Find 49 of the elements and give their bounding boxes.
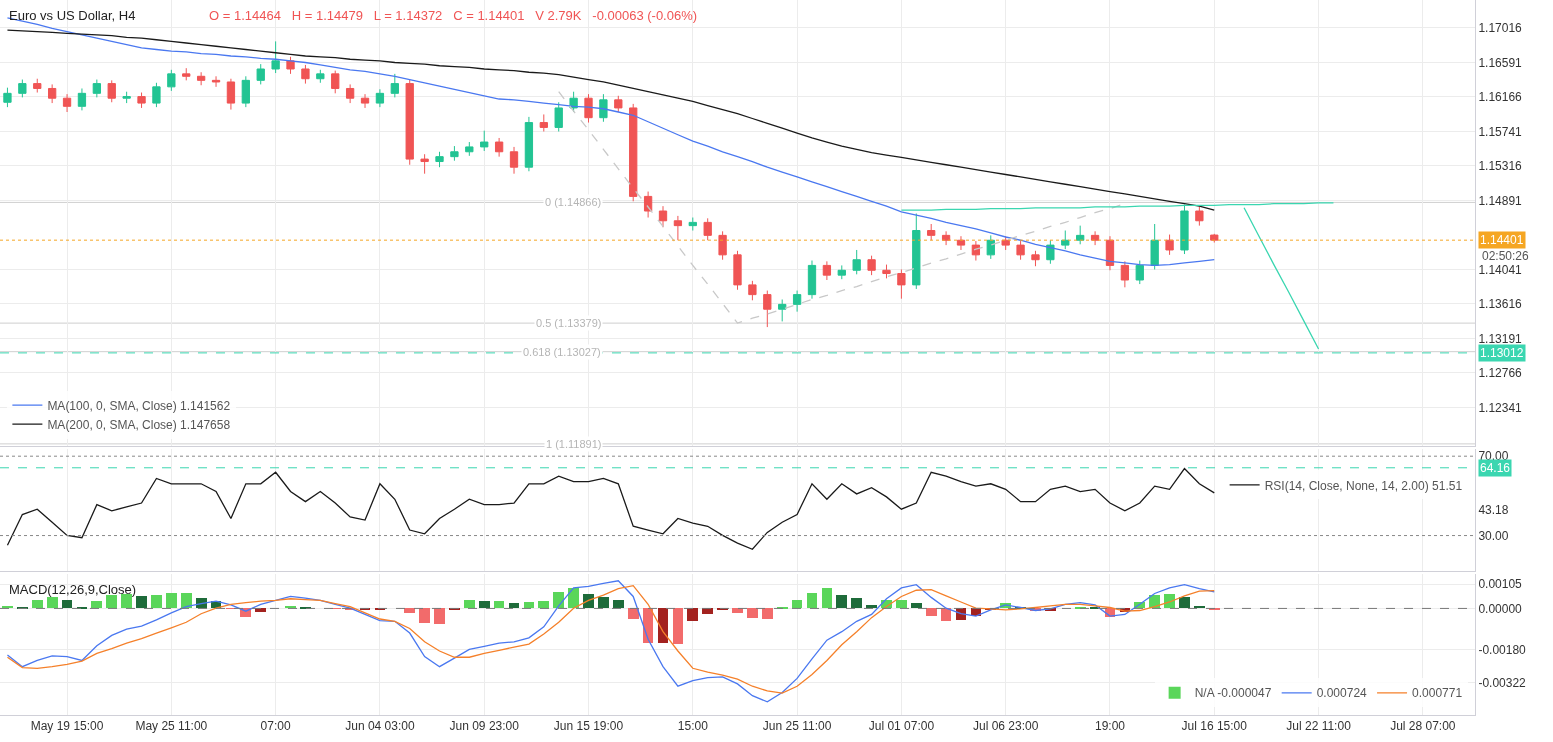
x-tick-label: Jul 22 11:00: [1286, 719, 1352, 734]
y-tick-label: 1.12341: [1478, 400, 1523, 415]
x-tick-label: 07:00: [260, 719, 291, 734]
ref-line-label: 0.618 (1.13027): [523, 346, 601, 358]
x-tick-label: Jun 15 19:00: [553, 719, 624, 734]
ref-line-label: 1 (1.11891): [546, 438, 602, 450]
x-tick-label: Jun 04 03:00: [345, 719, 415, 734]
y-tick-label: 70.00: [1478, 449, 1509, 464]
y-tick-label: 43.18: [1478, 502, 1509, 517]
text: Euro vs US Dollar, H4: [9, 8, 136, 23]
y-tick-label: 1.13616: [1478, 297, 1523, 312]
ref-line-label: 0 (1.14866): [545, 196, 602, 208]
x-tick-label: 15:00: [677, 719, 709, 734]
ref-line-label: 1.14401: [1480, 233, 1524, 247]
y-tick-label: 1.14041: [1478, 262, 1523, 277]
x-tick-label: Jun 25 11:00: [762, 719, 832, 734]
legend-label: 0.000771: [1412, 686, 1463, 701]
y-tick-label: 0.00000: [1478, 601, 1523, 616]
ref-line-label: 64.16: [1480, 461, 1511, 475]
x-tick-label: Jul 28 07:00: [1390, 719, 1456, 734]
y-tick-label: 30.00: [1478, 528, 1509, 543]
x-tick-label: 19:00: [1094, 719, 1126, 734]
x-tick-label: Jun 09 23:00: [449, 719, 520, 734]
legend-label: MA(200, 0, SMA, Close) 1.147658: [47, 417, 231, 432]
x-tick-label: May 25 11:00: [135, 719, 208, 734]
ref-line-label: 0.5 (1.13379): [536, 317, 602, 329]
text: 02:50:26: [1482, 249, 1530, 263]
x-tick-label: May 19 15:00: [30, 719, 104, 734]
x-tick-label: Jul 16 15:00: [1181, 719, 1248, 734]
legend-label: RSI(14, Close, None, 14, 2.00) 51.51: [1264, 478, 1463, 493]
x-tick-label: Jul 01 07:00: [868, 719, 935, 734]
legend-label: N/A -0.000047: [1194, 686, 1272, 701]
y-tick-label: 1.14891: [1478, 193, 1523, 208]
y-tick-label: 1.16591: [1478, 55, 1523, 70]
legend-label: 0.000724: [1316, 686, 1368, 701]
y-tick-label: 1.12766: [1478, 366, 1523, 381]
text: MACD(12,26,9,Close): [9, 582, 137, 597]
y-tick-label: 1.15316: [1478, 159, 1523, 174]
x-tick-label: Jul 06 23:00: [972, 719, 1039, 734]
y-tick-label: 1.17016: [1478, 21, 1523, 36]
text: O = 1.14464 H = 1.14479 L = 1.14372 C = 1.14401 V 2.79K -0.00063 (-0.06%): [209, 8, 698, 23]
ref-line-label: 1.13012: [1480, 346, 1524, 360]
y-tick-label: 1.15741: [1478, 124, 1523, 139]
legend-label: MA(100, 0, SMA, Close) 1.141562: [47, 398, 231, 413]
y-tick-label: 1.16166: [1478, 90, 1523, 105]
y-tick-label: -0.00180: [1478, 643, 1527, 658]
y-tick-label: -0.00322: [1478, 675, 1527, 690]
y-tick-label: 0.00105: [1478, 577, 1523, 592]
y-tick-label: 1.13191: [1478, 331, 1523, 346]
